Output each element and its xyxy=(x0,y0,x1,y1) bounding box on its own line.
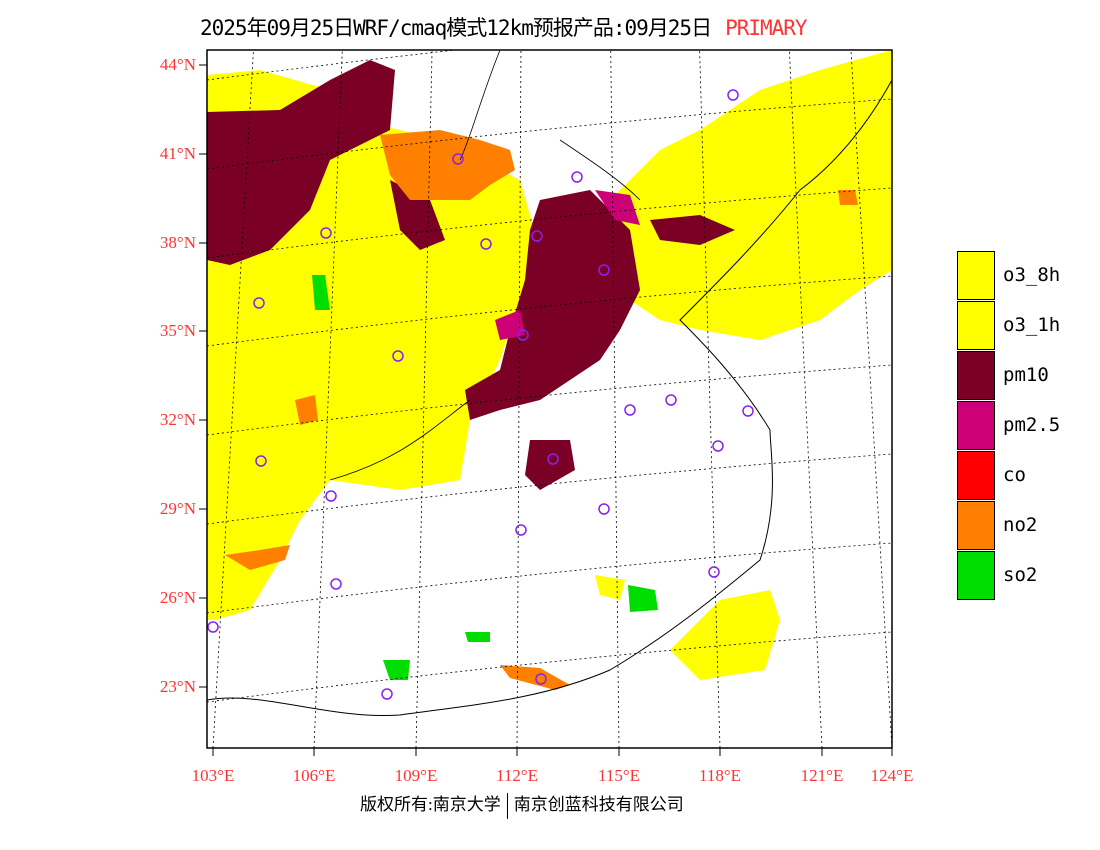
legend-label: pm10 xyxy=(1003,364,1049,386)
map-title: 2025年09月25日WRF/cmaq模式12km预报产品:09月25日 PRIM… xyxy=(200,12,808,42)
o3-region-northeast xyxy=(610,50,892,340)
lat-label: 41°N xyxy=(159,144,196,163)
lon-label: 109°E xyxy=(394,766,438,785)
monitoring-station-marker xyxy=(452,153,464,165)
so2-region xyxy=(383,660,410,680)
legend-swatch xyxy=(957,300,995,350)
legend-label: no2 xyxy=(1003,514,1038,536)
parallel-line xyxy=(207,98,892,170)
legend-label: o3_1h xyxy=(1003,314,1061,336)
legend: o3_8h o3_1h pm10 pm2.5 co no2 so2 xyxy=(957,250,1060,600)
monitoring-station-marker xyxy=(392,350,404,362)
legend-item: pm2.5 xyxy=(957,400,1060,450)
meridian-line xyxy=(313,50,343,748)
pm10-region-central xyxy=(465,190,640,420)
monitoring-station-marker xyxy=(535,673,547,685)
meridian-line xyxy=(788,50,823,748)
parallel-line xyxy=(207,453,892,525)
legend-item: pm10 xyxy=(957,350,1060,400)
legend-item: no2 xyxy=(957,500,1060,550)
parallel-line xyxy=(207,50,460,81)
lon-label: 103°E xyxy=(191,766,235,785)
lon-label: 106°E xyxy=(292,766,336,785)
parallel-line xyxy=(207,275,892,347)
monitoring-station-marker xyxy=(515,524,527,536)
monitoring-station-marker xyxy=(253,297,265,309)
monitoring-station-marker xyxy=(571,171,583,183)
monitoring-station-marker xyxy=(742,405,754,417)
lon-label: 124°E xyxy=(870,766,914,785)
legend-swatch xyxy=(957,250,995,300)
legend-label: pm2.5 xyxy=(1003,414,1061,436)
monitoring-station-marker xyxy=(598,264,610,276)
legend-swatch xyxy=(957,500,995,550)
monitoring-station-marker xyxy=(547,453,559,465)
lat-label: 29°N xyxy=(159,499,196,518)
lat-label: 35°N xyxy=(159,321,196,340)
pm25-region xyxy=(595,190,640,225)
parallel-line xyxy=(207,187,892,259)
copyright-left: 版权所有:南京大学 xyxy=(360,795,501,814)
monitoring-station-marker xyxy=(712,440,724,452)
monitoring-station-marker xyxy=(665,394,677,406)
monitoring-station-marker xyxy=(708,566,720,578)
lat-label: 38°N xyxy=(159,233,196,252)
lat-label: 23°N xyxy=(159,677,196,696)
lon-label: 118°E xyxy=(698,766,742,785)
lat-label: 26°N xyxy=(159,588,196,607)
parallel-line xyxy=(207,542,892,614)
parallel-line xyxy=(207,631,892,703)
lon-label: 121°E xyxy=(800,766,844,785)
meridian-line xyxy=(610,50,620,748)
monitoring-station-marker xyxy=(531,230,543,242)
legend-label: co xyxy=(1003,464,1026,486)
monitoring-station-marker xyxy=(480,238,492,250)
legend-swatch xyxy=(957,400,995,450)
meridian-line xyxy=(850,50,892,748)
title-text: 2025年09月25日WRF/cmaq模式12km预报产品:09月25日 xyxy=(200,16,712,40)
monitoring-station-marker xyxy=(325,490,337,502)
footer-separator xyxy=(506,793,508,820)
monitoring-station-marker xyxy=(255,455,267,467)
legend-item: o3_8h xyxy=(957,250,1060,300)
copyright-right: 南京创蓝科技有限公司 xyxy=(513,795,684,814)
monitoring-station-marker xyxy=(330,578,342,590)
legend-swatch xyxy=(957,550,995,600)
map-frame xyxy=(206,49,893,749)
lat-label: 44°N xyxy=(159,55,196,74)
meridian-line xyxy=(212,50,254,748)
lat-label: 32°N xyxy=(159,410,196,429)
lon-label: 115°E xyxy=(597,766,641,785)
meridian-line xyxy=(415,50,433,748)
meridian-line xyxy=(516,50,522,748)
monitoring-station-marker xyxy=(381,688,393,700)
legend-item: o3_1h xyxy=(957,300,1060,350)
legend-item: co xyxy=(957,450,1060,500)
legend-swatch xyxy=(957,350,995,400)
monitoring-station-marker xyxy=(207,621,219,633)
parallel-line xyxy=(207,364,892,436)
monitoring-station-marker xyxy=(624,404,636,416)
legend-item: so2 xyxy=(957,550,1060,600)
legend-label: so2 xyxy=(1003,564,1038,586)
meridian-line xyxy=(699,50,721,748)
monitoring-station-marker xyxy=(320,227,332,239)
copyright-footer: 版权所有:南京大学 南京创蓝科技有限公司 xyxy=(360,790,684,820)
legend-label: o3_8h xyxy=(1003,264,1061,286)
lon-label: 112°E xyxy=(495,766,539,785)
no2-region-north xyxy=(380,130,515,200)
pm10-region-northwest xyxy=(207,60,395,265)
primary-tag: PRIMARY xyxy=(725,16,808,40)
monitoring-station-marker xyxy=(727,89,739,101)
monitoring-station-marker xyxy=(598,503,610,515)
o3-region-southeast xyxy=(670,590,780,680)
monitoring-station-marker xyxy=(517,329,529,341)
legend-swatch xyxy=(957,450,995,500)
